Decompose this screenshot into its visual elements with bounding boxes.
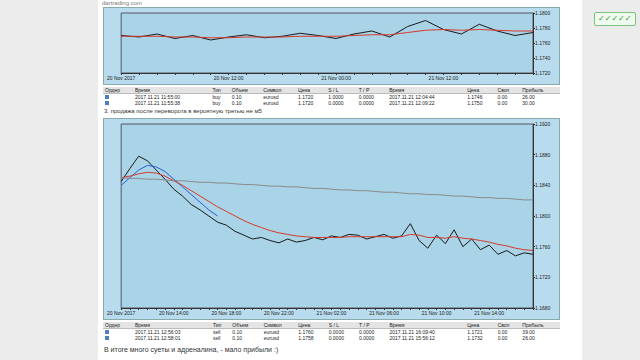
- html-text:0.0000: 0.0000: [328, 100, 344, 106]
- html-text:Цена: Цена: [467, 87, 480, 93]
- html-text:Объем: Объем: [231, 87, 248, 93]
- html-text:buy: buy: [212, 100, 221, 106]
- svg-text:1.1920: 1.1920: [535, 121, 551, 127]
- svg-text:1.1800: 1.1800: [535, 10, 551, 16]
- html-text:0.00: 0.00: [497, 100, 508, 106]
- svg-text:21 Nov 14:00: 21 Nov 14:00: [474, 310, 504, 316]
- html-text:dartrading.com: dartrading.com: [102, 0, 142, 6]
- html-text:Время: Время: [389, 87, 405, 93]
- html-text:1.1732: 1.1732: [467, 335, 483, 341]
- svg-text:20 Nov 22:00: 20 Nov 22:00: [264, 310, 294, 316]
- html-text:Прибыль: Прибыль: [522, 87, 544, 93]
- html-text:Ордер: Ордер: [105, 87, 120, 93]
- svg-text:1.1780: 1.1780: [535, 25, 551, 31]
- html-text:T / P: T / P: [359, 322, 370, 328]
- html-text:eurusd: eurusd: [263, 94, 279, 100]
- html-text:1.1760: 1.1760: [298, 329, 314, 335]
- svg-text:20 Nov 2017: 20 Nov 2017: [107, 75, 136, 81]
- html-text:В итоге много суеты и адренали: В итоге много суеты и адреналина, - мало…: [104, 346, 279, 353]
- html-text:0.00: 0.00: [497, 94, 508, 100]
- html-text:0.10: 0.10: [232, 335, 242, 341]
- html-text:Объем: Объем: [232, 322, 249, 328]
- html-text:Символ: Символ: [263, 87, 282, 93]
- html-text:Время: Время: [135, 87, 150, 93]
- html-text:0.00: 0.00: [497, 329, 508, 335]
- html-text:buy: buy: [212, 94, 221, 100]
- html-text:Цена: Цена: [467, 322, 480, 328]
- html-text:0.00: 0.00: [497, 335, 508, 341]
- svg-text:20 Nov 2017: 20 Nov 2017: [107, 310, 136, 316]
- html-text:1.1720: 1.1720: [298, 94, 314, 100]
- html-text:39.00: 39.00: [522, 329, 535, 335]
- html-text:30.00: 30.00: [522, 100, 535, 106]
- svg-text:1.1740: 1.1740: [535, 55, 551, 61]
- html-text:2017.11.21 11:55:00: 2017.11.21 11:55:00: [135, 94, 181, 100]
- html-text:Время: Время: [135, 322, 150, 328]
- html-text:sell: sell: [212, 335, 221, 341]
- html-text:eurusd: eurusd: [263, 329, 279, 335]
- html-text:1.1750: 1.1750: [467, 100, 483, 106]
- html-text:0.0000: 0.0000: [358, 100, 374, 106]
- svg-text:1.1720: 1.1720: [535, 274, 551, 280]
- html-text:2017.11.21 12:09:22: 2017.11.21 12:09:22: [389, 100, 435, 106]
- html-text:26.00: 26.00: [522, 94, 535, 100]
- html-text:S / L: S / L: [328, 322, 339, 328]
- html-text:1.1721: 1.1721: [467, 329, 483, 335]
- html-text:1.1758: 1.1758: [298, 335, 314, 341]
- html-text:2017.11.21 11:55:38: 2017.11.21 11:55:38: [135, 100, 181, 106]
- html-text:Своп: Своп: [497, 87, 510, 93]
- html-text:26.00: 26.00: [522, 335, 535, 341]
- svg-text:21 Nov 02:00: 21 Nov 02:00: [317, 310, 347, 316]
- html-text:0.0000: 0.0000: [328, 329, 344, 335]
- html-text:Время: Время: [389, 322, 405, 328]
- html-text:Прибыль: Прибыль: [522, 322, 544, 328]
- html-text:3. продажа после переворота в: 3. продажа после переворота в вероятную …: [104, 108, 262, 114]
- svg-text:1.1680: 1.1680: [535, 305, 551, 311]
- svg-text:21 Nov 06:00: 21 Nov 06:00: [369, 310, 399, 316]
- html-text:S / L: S / L: [328, 87, 339, 93]
- svg-text:20 Nov 14:00: 20 Nov 14:00: [159, 310, 189, 316]
- html-text:eurusd: eurusd: [263, 335, 279, 341]
- html-text:Тип: Тип: [212, 87, 221, 93]
- svg-text:20 Nov 18:00: 20 Nov 18:00: [211, 310, 241, 316]
- svg-text:1.1840: 1.1840: [535, 182, 551, 188]
- svg-text:1.1720: 1.1720: [535, 70, 551, 76]
- html-text:0.10: 0.10: [231, 94, 242, 100]
- html-text:Своп: Своп: [497, 322, 510, 328]
- html-text:Тип: Тип: [212, 322, 222, 328]
- html-text:2017.11.21 12:04:44: 2017.11.21 12:04:44: [389, 94, 435, 100]
- html-text:2017.11.21 16:09:40: 2017.11.21 16:09:40: [389, 329, 435, 335]
- html-text:sell: sell: [212, 329, 221, 335]
- html-text:Цена: Цена: [298, 87, 310, 93]
- html-text:Ордер: Ордер: [105, 322, 120, 328]
- html-text:Цена: Цена: [298, 322, 311, 328]
- html-text:Символ: Символ: [263, 322, 282, 328]
- svg-text:1.1760: 1.1760: [535, 40, 551, 46]
- html-text:0.0000: 0.0000: [358, 94, 374, 100]
- html-text:2017.11.21 12:56:03: 2017.11.21 12:56:03: [135, 329, 181, 335]
- svg-text:20 Nov 12:00: 20 Nov 12:00: [214, 75, 244, 81]
- html-text:eurusd: eurusd: [263, 100, 279, 106]
- svg-text:1.1800: 1.1800: [535, 213, 551, 219]
- svg-text:21 Nov 00:00: 21 Nov 00:00: [321, 75, 351, 81]
- svg-text:21 Nov 12:00: 21 Nov 12:00: [429, 75, 459, 81]
- html-text:0.10: 0.10: [232, 329, 242, 335]
- html-text:0.10: 0.10: [231, 100, 242, 106]
- html-text:1.1720: 1.1720: [298, 100, 314, 106]
- svg-text:21 Nov 10:00: 21 Nov 10:00: [422, 310, 452, 316]
- svg-text:1.1880: 1.1880: [535, 152, 551, 158]
- html-text:1.0000: 1.0000: [328, 94, 344, 100]
- html-text:2017.11.21 15:56:12: 2017.11.21 15:56:12: [389, 335, 435, 341]
- html-text:0.0000: 0.0000: [359, 335, 375, 341]
- svg-text:1.1760: 1.1760: [535, 244, 551, 250]
- html-text:2017.11.21 12:58:01: 2017.11.21 12:58:01: [135, 335, 181, 341]
- html-text:T / P: T / P: [358, 87, 370, 93]
- html-text:0.0000: 0.0000: [328, 335, 344, 341]
- html-text:1.1746: 1.1746: [467, 94, 483, 100]
- html-text:0.0000: 0.0000: [359, 329, 375, 335]
